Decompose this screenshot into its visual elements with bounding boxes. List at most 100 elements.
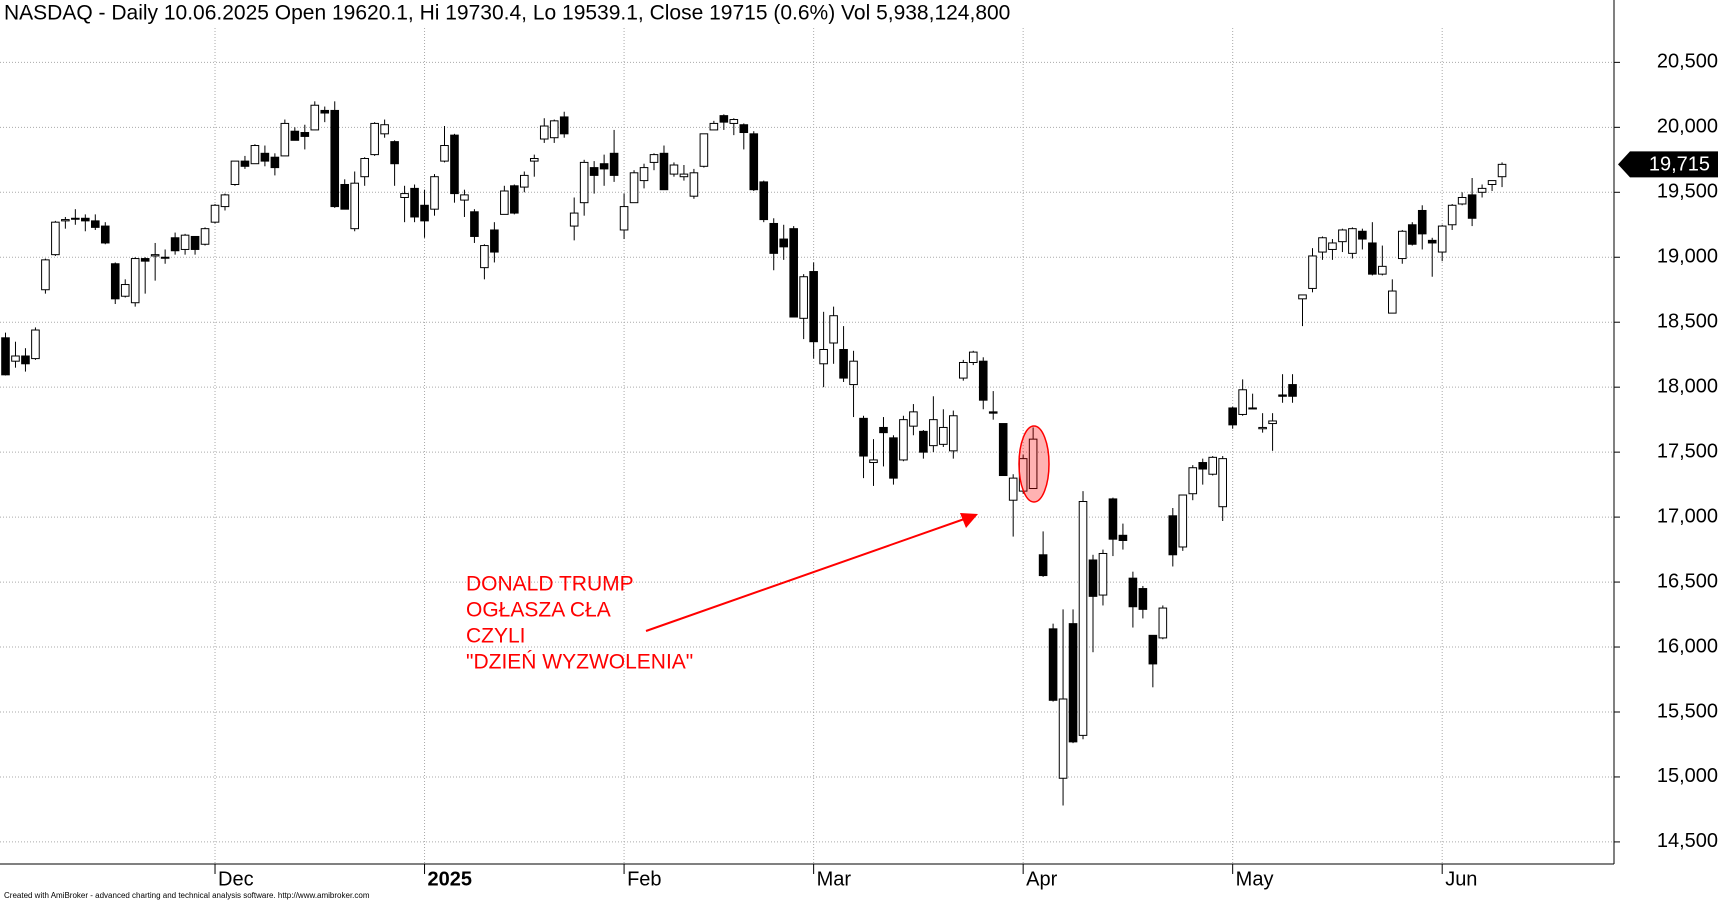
arrow-head — [960, 513, 978, 528]
candle-body — [929, 419, 938, 447]
candle-body — [1467, 194, 1477, 219]
annotation: "DZIEŃ WYZWOLENIA" — [466, 651, 693, 674]
candle-body — [1248, 407, 1257, 410]
candle-body — [1278, 394, 1287, 397]
candle-body — [719, 115, 729, 123]
candle-body — [280, 122, 290, 157]
candle-body — [520, 174, 529, 188]
candle-body — [270, 156, 280, 169]
x-tick-label: Feb — [627, 868, 661, 890]
y-tick-label: 15,500 — [1657, 700, 1718, 722]
candle-body — [1318, 237, 1327, 253]
candle-body — [450, 134, 459, 195]
candle-body — [749, 133, 759, 191]
y-tick-label: 16,500 — [1657, 570, 1718, 592]
candle-body — [939, 426, 948, 445]
candle-body — [1308, 255, 1317, 289]
y-tick-label: 14,500 — [1657, 830, 1718, 852]
y-tick-label: 18,000 — [1657, 375, 1718, 397]
candle-body — [1258, 426, 1267, 430]
candle-body — [1198, 462, 1208, 470]
candle-body — [1058, 698, 1068, 779]
candle-body — [1158, 607, 1168, 639]
candle-body — [81, 217, 90, 222]
candle-body — [510, 185, 519, 214]
candle-body — [579, 161, 589, 204]
candle-body — [360, 158, 369, 178]
x-tick-label: Dec — [218, 868, 254, 890]
candle-body — [819, 348, 828, 365]
y-tick-label: 17,000 — [1657, 505, 1718, 527]
candle-body — [1497, 163, 1507, 178]
candle-body — [490, 229, 499, 253]
candle-body — [809, 271, 818, 343]
candle-body — [340, 183, 350, 210]
candle-body — [649, 154, 659, 163]
candle-body — [1348, 228, 1357, 254]
candle-body — [190, 235, 200, 250]
annotation: OGŁASZA CŁA — [466, 599, 611, 622]
candle-body — [659, 152, 669, 191]
candle-body — [1378, 265, 1387, 275]
candle-body — [21, 355, 30, 365]
candle-body — [440, 145, 449, 162]
arrow-line — [645, 516, 971, 632]
candle-body — [90, 220, 100, 228]
candle-body — [1208, 456, 1218, 475]
candle-body — [1417, 209, 1427, 235]
candle-body — [769, 222, 779, 254]
candle-body — [669, 164, 679, 175]
x-tick-label: May — [1236, 868, 1274, 890]
candle-body — [1218, 458, 1227, 508]
y-tick-label: 15,000 — [1657, 765, 1718, 787]
candle-body — [709, 122, 719, 131]
candle-body — [1358, 230, 1367, 240]
candle-body — [529, 158, 539, 162]
candle-body — [639, 167, 649, 182]
candle-body — [1048, 628, 1058, 701]
candle-body — [380, 124, 389, 135]
candle-body — [430, 176, 439, 210]
candle-body — [879, 426, 888, 434]
candle-body — [1338, 229, 1347, 243]
x-tick-label: 2025 — [428, 868, 473, 890]
candle-body — [470, 211, 479, 237]
highlight — [1018, 425, 1050, 503]
candle-body — [679, 173, 689, 178]
candle-body — [170, 237, 180, 252]
candle-body — [260, 152, 270, 162]
candle-body — [110, 263, 120, 300]
candle-body — [31, 329, 40, 360]
candle-body — [410, 187, 419, 218]
candle-body — [1388, 290, 1397, 314]
candle-body — [1188, 467, 1198, 495]
candle-body — [11, 355, 20, 362]
candle-body — [310, 104, 320, 131]
candle-body — [140, 258, 150, 262]
candle-body — [330, 109, 340, 208]
candle-body — [1447, 204, 1457, 226]
candle-body — [300, 132, 310, 137]
candle-body — [390, 141, 399, 165]
candle-body — [1078, 501, 1088, 736]
price-label-bg — [1618, 151, 1718, 178]
candle-body — [998, 423, 1008, 477]
candle-body — [849, 360, 858, 386]
candle-body — [290, 130, 300, 141]
price-label: 19,715 — [1649, 154, 1710, 176]
candle-body — [1, 337, 10, 376]
y-tick-label: 20,000 — [1657, 116, 1718, 138]
candle-body — [789, 228, 798, 318]
chart-title: NASDAQ - Daily 10.06.2025 Open 19620.1, … — [4, 2, 1010, 25]
x-tick-label: Mar — [817, 868, 852, 890]
candle-body — [1128, 577, 1138, 608]
candle-body — [350, 182, 359, 230]
y-tick-label: 19,000 — [1657, 246, 1718, 268]
candle-body — [1068, 623, 1078, 743]
candle-body — [779, 238, 789, 248]
y-tick-label: 17,500 — [1657, 440, 1718, 462]
candle-body — [968, 351, 978, 363]
candle-body — [829, 315, 838, 344]
candle-body — [699, 133, 709, 167]
